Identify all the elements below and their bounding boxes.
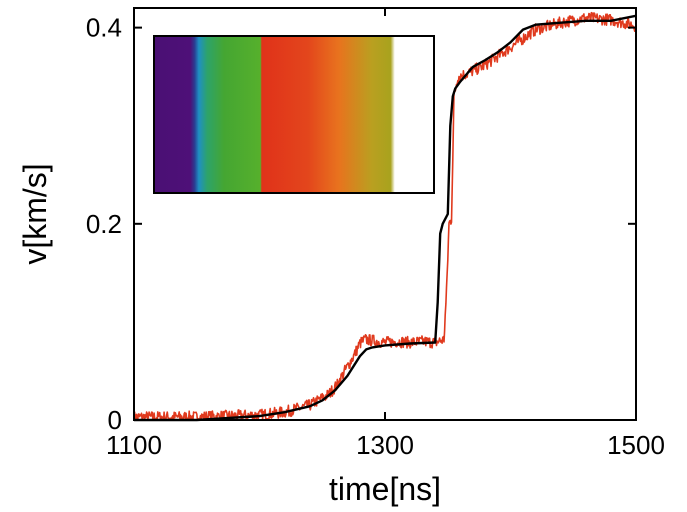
series-layer <box>133 11 637 422</box>
x-tick-label: 1100 <box>106 430 162 460</box>
x-axis-title: time[ns] <box>329 471 441 507</box>
x-tick-label: 1500 <box>607 430 665 460</box>
series-line-smooth <box>134 14 637 422</box>
inset-color-strip <box>153 35 435 194</box>
inset-image <box>153 35 435 194</box>
y-tick-label: 0.2 <box>86 209 122 239</box>
y-tick-label: 0 <box>108 405 122 435</box>
tick-layer: 1100 1300 1500 0 0.2 0.4 <box>86 8 665 460</box>
y-axis-title: v[km/s] <box>17 163 53 264</box>
y-tick-label: 0.4 <box>86 13 122 43</box>
x-tick-label: 1300 <box>356 430 414 460</box>
series-line-noisy <box>133 11 637 421</box>
